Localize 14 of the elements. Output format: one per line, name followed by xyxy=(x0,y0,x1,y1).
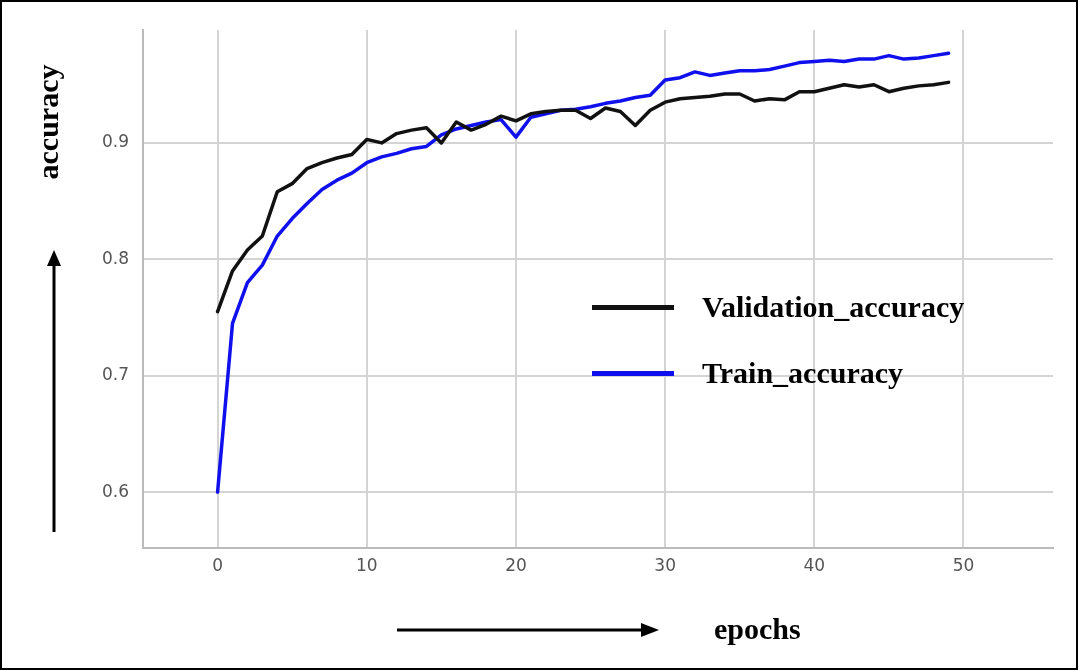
y-tick-label: 0.7 xyxy=(101,364,129,385)
x-tick-label: 10 xyxy=(355,554,378,575)
y-tick-label: 0.6 xyxy=(101,480,129,501)
x-tick-label: 50 xyxy=(952,554,975,575)
y-axis-title: accuracy xyxy=(31,64,65,180)
legend-label: Train_accuracy xyxy=(702,356,904,390)
y-tick-label: 0.9 xyxy=(101,131,129,152)
x-tick-label: 0 xyxy=(212,554,223,575)
x-tick-label: 20 xyxy=(505,554,527,575)
x-tick-label: 30 xyxy=(654,554,676,575)
x-tick-label: 40 xyxy=(803,554,826,575)
y-tick-label: 0.8 xyxy=(101,247,129,268)
legend-label: Validation_accuracy xyxy=(702,290,965,324)
x-axis-title: epochs xyxy=(714,612,801,646)
